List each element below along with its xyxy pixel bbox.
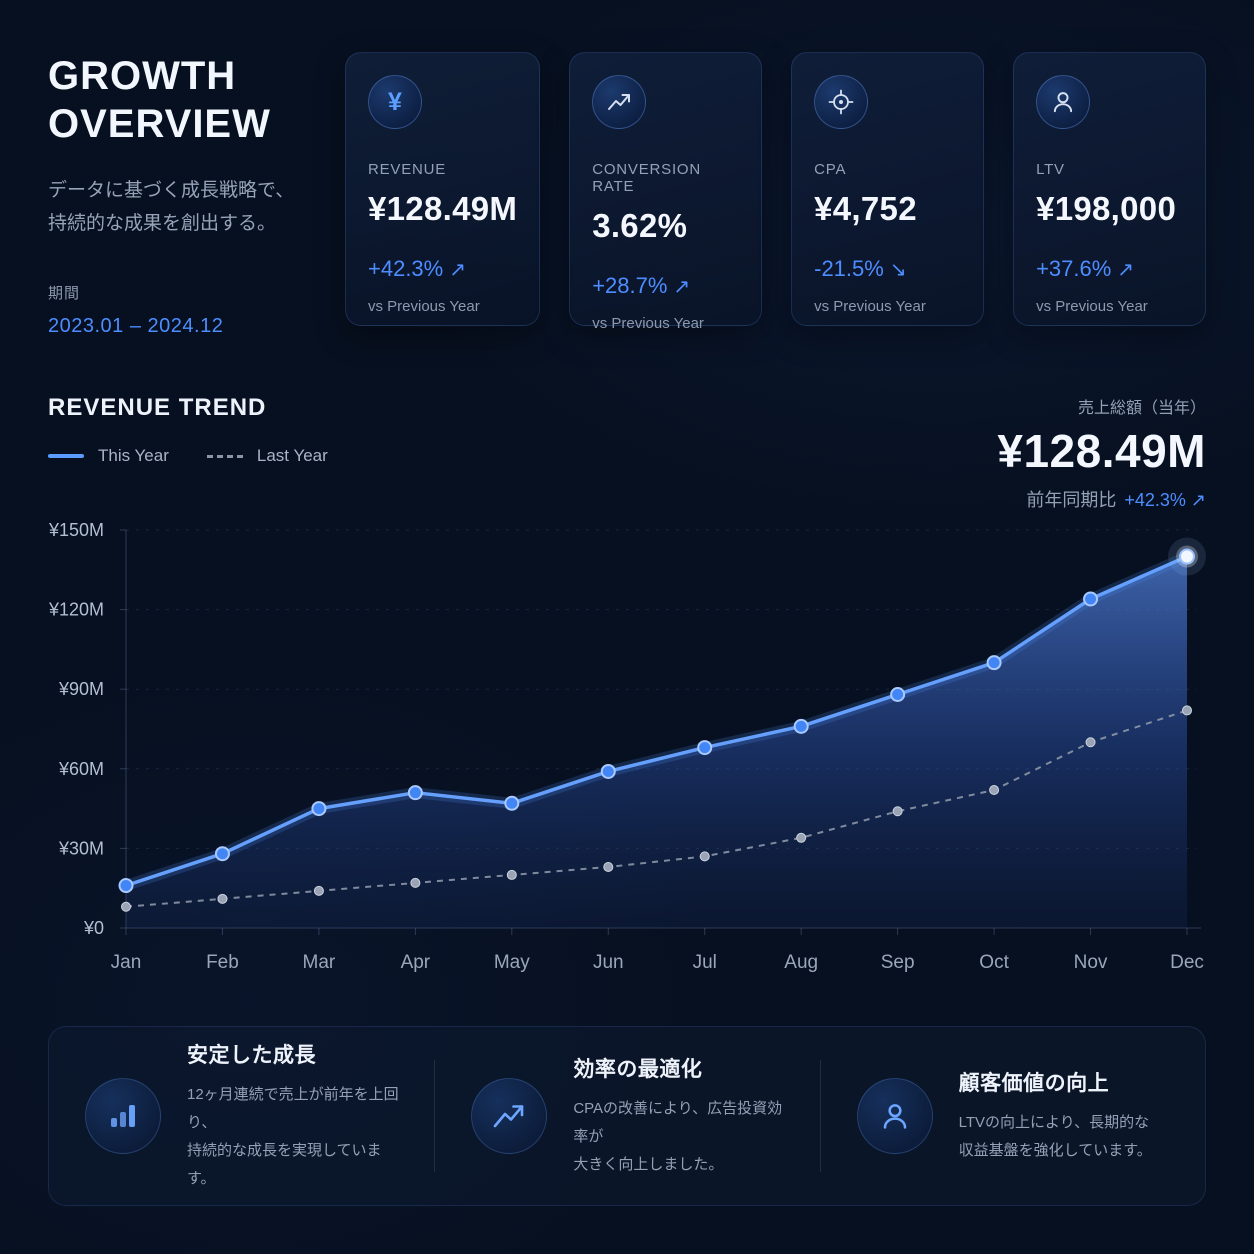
kpi-card-ltv: LTV ¥198,000 +37.6% ↗ vs Previous Year: [1013, 52, 1206, 326]
svg-text:Jun: Jun: [593, 952, 624, 973]
trend-arrow-icon: [471, 1078, 548, 1154]
trend-up-icon: [592, 75, 647, 129]
page-title-line2: OVERVIEW: [48, 102, 271, 146]
kpi-label: CONVERSION RATE: [592, 161, 702, 195]
svg-text:Jul: Jul: [693, 952, 717, 973]
header-section: GROWTH OVERVIEW データに基づく成長戦略で、 持続的な成果を創出す…: [48, 52, 1206, 338]
down-right-arrow-icon: ↘: [889, 259, 907, 281]
svg-text:¥30M: ¥30M: [58, 838, 104, 858]
trend-chart-svg[interactable]: ¥0 ¥30M ¥60M ¥90M ¥120M ¥150M Jan Feb Mar Apr May J…: [40, 518, 1210, 988]
kpi-label: CPA: [814, 161, 847, 178]
insight-desc: CPAの改善により、広告投資効率が 大きく向上しました。: [573, 1100, 783, 1173]
kpi-value: ¥4,752: [814, 190, 917, 227]
svg-text:Nov: Nov: [1074, 952, 1108, 973]
total-value: ¥128.49M: [997, 425, 1206, 477]
kpi-card-revenue: ¥ REVENUE ¥128.49M +42.3% ↗ vs Previous Y…: [345, 52, 541, 326]
revenue-trend-chart[interactable]: ¥0 ¥30M ¥60M ¥90M ¥120M ¥150M Jan Feb Mar Apr May J…: [40, 518, 1206, 993]
svg-text:May: May: [494, 952, 530, 973]
total-label: 売上総額（当年）: [1077, 400, 1206, 417]
trend-total-block: 売上総額（当年） ¥128.49M 前年同期比 +42.3% ↗: [997, 394, 1206, 512]
svg-text:¥120M: ¥120M: [48, 600, 104, 620]
legend-last-year[interactable]: Last Year: [206, 446, 328, 466]
target-icon: [814, 75, 869, 129]
chart-legend: This Year Last Year: [48, 446, 328, 466]
insight-desc: LTVの向上により、長期的な 収益基盤を強化しています。: [958, 1114, 1152, 1159]
solid-line-swatch: [48, 454, 84, 458]
svg-text:¥0: ¥0: [83, 918, 104, 938]
svg-text:¥90M: ¥90M: [58, 679, 104, 699]
kpi-card-cpa: CPA ¥4,752 -21.5% ↘ vs Previous Year: [791, 52, 985, 326]
yoy-value: +42.3% ↗: [1124, 490, 1206, 510]
user-circle-icon: [856, 1078, 933, 1154]
svg-text:Mar: Mar: [303, 952, 336, 973]
period-label: 期間: [48, 285, 81, 302]
legend-this-year[interactable]: This Year: [48, 446, 169, 466]
insight-title: 顧客価値の向上: [958, 1072, 1110, 1095]
kpi-value: ¥128.49M: [368, 190, 518, 227]
revenue-trend-header: REVENUE TREND This Year Last Year 売上総額（当…: [48, 394, 1206, 512]
page-title: GROWTH OVERVIEW: [48, 52, 318, 148]
svg-text:Oct: Oct: [979, 952, 1009, 973]
insights-bar: 安定した成長 12ヶ月連続で売上が前年を上回り、 持続的な成長を実現しています。…: [48, 1026, 1206, 1206]
insight-desc: 12ヶ月連続で売上が前年を上回り、 持続的な成長を実現しています。: [187, 1086, 399, 1187]
yoy-line: 前年同期比 +42.3% ↗: [1026, 490, 1206, 510]
svg-text:¥60M: ¥60M: [58, 759, 104, 779]
page-subtitle: データに基づく成長戦略で、 持続的な成果を創出する。: [48, 180, 295, 234]
yen-icon: ¥: [368, 75, 422, 129]
kpi-compare: vs Previous Year: [1036, 298, 1148, 315]
page-title-line1: GROWTH: [48, 54, 237, 98]
bar-chart-icon: [85, 1078, 161, 1154]
kpi-change: +42.3% ↗: [368, 256, 466, 281]
user-icon: [1036, 75, 1091, 129]
svg-text:Apr: Apr: [401, 952, 431, 973]
up-right-arrow-icon: ↗: [1117, 259, 1135, 281]
period-value: 2023.01 – 2024.12: [48, 315, 224, 337]
up-right-arrow-icon: ↗: [449, 259, 466, 281]
svg-text:Feb: Feb: [206, 952, 239, 973]
kpi-change: +37.6% ↗: [1036, 256, 1135, 281]
kpi-compare: vs Previous Year: [592, 315, 704, 332]
kpi-cards-row: ¥ REVENUE ¥128.49M +42.3% ↗ vs Previous Y…: [345, 52, 1206, 338]
kpi-change: +28.7% ↗: [592, 273, 691, 298]
up-right-arrow-icon: ↗: [673, 276, 691, 298]
kpi-compare: vs Previous Year: [368, 298, 480, 315]
kpi-value: ¥198,000: [1036, 190, 1177, 227]
kpi-card-conversion-rate: CONVERSION RATE 3.62% +28.7% ↗ vs Previou…: [569, 52, 763, 332]
revenue-trend-title: REVENUE TREND: [48, 394, 267, 421]
kpi-label: LTV: [1036, 161, 1065, 178]
svg-text:Aug: Aug: [784, 952, 818, 973]
insight-customer-value: 顧客価値の向上 LTVの向上により、長期的な 収益基盤を強化しています。: [819, 1060, 1205, 1172]
kpi-label: REVENUE: [368, 161, 447, 178]
insight-title: 効率の最適化: [573, 1058, 703, 1081]
insight-title: 安定した成長: [187, 1044, 316, 1067]
insight-efficiency: 効率の最適化 CPAの改善により、広告投資効率が 大きく向上しました。: [434, 1058, 819, 1173]
kpi-change: -21.5% ↘: [814, 256, 907, 281]
svg-text:Dec: Dec: [1170, 952, 1204, 973]
svg-text:¥150M: ¥150M: [48, 520, 104, 540]
kpi-compare: vs Previous Year: [814, 298, 926, 315]
insight-stable-growth: 安定した成長 12ヶ月連続で売上が前年を上回り、 持続的な成長を実現しています。: [49, 1044, 434, 1187]
svg-text:Jan: Jan: [111, 952, 142, 973]
svg-text:Sep: Sep: [881, 952, 915, 973]
dashed-line-swatch: [206, 454, 243, 458]
kpi-value: 3.62%: [592, 207, 688, 244]
intro-block: GROWTH OVERVIEW データに基づく成長戦略で、 持続的な成果を創出す…: [48, 52, 318, 338]
